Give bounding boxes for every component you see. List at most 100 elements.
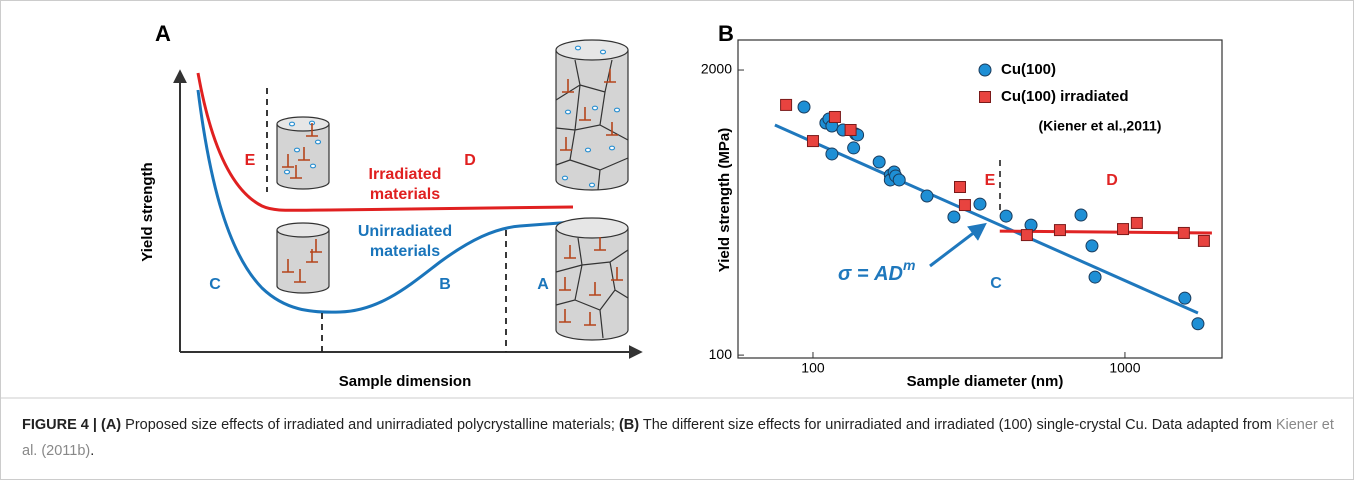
legend-marker — [979, 91, 991, 103]
marker-square — [1197, 234, 1210, 247]
defects — [283, 45, 621, 188]
marker-square — [1053, 224, 1066, 237]
unirradiated-curve — [196, 89, 574, 314]
path-shape — [555, 50, 629, 191]
marker-square — [954, 181, 967, 194]
ellipse-shape — [288, 121, 296, 127]
x-tick-label: 100 — [801, 360, 825, 376]
marker-circle — [973, 197, 987, 211]
ellipse-shape — [276, 222, 330, 238]
ellipse-shape — [309, 163, 317, 169]
panel-a: A Yield strength Sample dimension E D Ir… — [139, 21, 643, 390]
path-shape — [276, 124, 330, 190]
marker-circle — [999, 209, 1013, 223]
region-d: D — [464, 152, 476, 169]
ellipse-shape — [283, 169, 291, 175]
ellipse-shape — [555, 217, 629, 239]
caption-text: Proposed size effects of irradiated and … — [121, 417, 619, 433]
equation-base: σ = AD — [838, 263, 903, 285]
legend-label: Cu(100) — [1001, 61, 1056, 78]
marker-square — [1117, 223, 1130, 236]
region-e: E — [245, 152, 256, 169]
equation: σ = ADm — [838, 257, 915, 286]
path-shape — [555, 59, 629, 191]
marker-circle — [947, 210, 961, 224]
irradiated-curve — [196, 72, 574, 212]
marker-circle — [1088, 270, 1102, 284]
ellipse-shape — [561, 175, 569, 181]
panel-label: B — [718, 21, 734, 46]
marker-square — [780, 98, 793, 111]
marker-circle — [1085, 239, 1099, 253]
equation-exponent: m — [903, 257, 915, 273]
ellipse-shape — [584, 147, 592, 153]
dividers — [266, 88, 507, 352]
marker-circle — [1191, 317, 1205, 331]
x-label: Sample dimension — [339, 373, 472, 390]
region-d: D — [1106, 172, 1118, 189]
ellipse-shape — [314, 139, 322, 145]
region-e: E — [985, 172, 996, 189]
fit-line — [999, 229, 1212, 235]
y-label: Yield strength (MPa) — [716, 128, 733, 272]
legend-marker — [978, 63, 992, 77]
marker-square — [1130, 216, 1143, 229]
panel-label: A — [155, 21, 171, 46]
region-b: B — [439, 276, 451, 293]
marker-square — [828, 110, 841, 123]
path-shape — [555, 228, 629, 341]
ellipse-shape — [588, 182, 596, 188]
irradiated-label: Irradiated — [369, 166, 442, 183]
panel-b: B Yield strength (MPa) Sample diameter (… — [701, 21, 1223, 390]
legend-note: (Kiener et al.,2011) — [1039, 118, 1162, 134]
part-label: (B) — [618, 417, 640, 433]
citation-link[interactable]: Kiener et al. (2011b) — [22, 417, 1334, 459]
plot-frame — [737, 39, 1223, 359]
ellipse-shape — [608, 145, 616, 151]
path-shape — [555, 237, 629, 339]
fit-line — [774, 123, 1199, 315]
y-tick-label: 2000 — [701, 61, 732, 77]
cylinders — [276, 39, 629, 341]
marker-circle — [825, 147, 839, 161]
ellipse-shape — [293, 147, 301, 153]
marker-square — [844, 123, 857, 136]
irradiated-label: materials — [370, 186, 440, 203]
figure-label: FIGURE 4 | — [22, 417, 97, 433]
part-label: (A) — [101, 417, 122, 433]
arrow — [929, 222, 987, 268]
y-label: Yield strength — [139, 162, 156, 261]
ellipse-shape — [555, 39, 629, 61]
unirradiated-label: Unirradiated — [358, 223, 452, 240]
caption-text: . — [90, 443, 95, 459]
ellipse-shape — [574, 45, 582, 51]
marker-circle — [847, 141, 861, 155]
ellipse-shape — [564, 109, 572, 115]
marker-square — [958, 199, 971, 212]
x-tick-label: 1000 — [1109, 360, 1140, 376]
marker-circle — [1178, 291, 1192, 305]
marker-circle — [872, 155, 886, 169]
region-c: C — [209, 276, 221, 293]
marker-square — [806, 135, 819, 148]
ellipse-shape — [591, 105, 599, 111]
ellipse-shape — [613, 107, 621, 113]
unirradiated-label: materials — [370, 243, 440, 260]
caption-text: The different size effects for unirradia… — [639, 417, 1276, 433]
ellipse-shape — [599, 49, 607, 55]
x-label: Sample diameter (nm) — [907, 373, 1064, 390]
marker-circle — [797, 100, 811, 114]
ellipse-shape — [276, 116, 330, 132]
marker-square — [1020, 229, 1033, 242]
marker-circle — [892, 173, 906, 187]
marker-circle — [1074, 208, 1088, 222]
region-c: C — [990, 275, 1002, 292]
marker-square — [1177, 226, 1190, 239]
marker-circle — [920, 189, 934, 203]
legend-label: Cu(100) irradiated — [1001, 88, 1129, 105]
y-tick-label: 100 — [709, 346, 733, 362]
region-a: A — [537, 276, 549, 293]
